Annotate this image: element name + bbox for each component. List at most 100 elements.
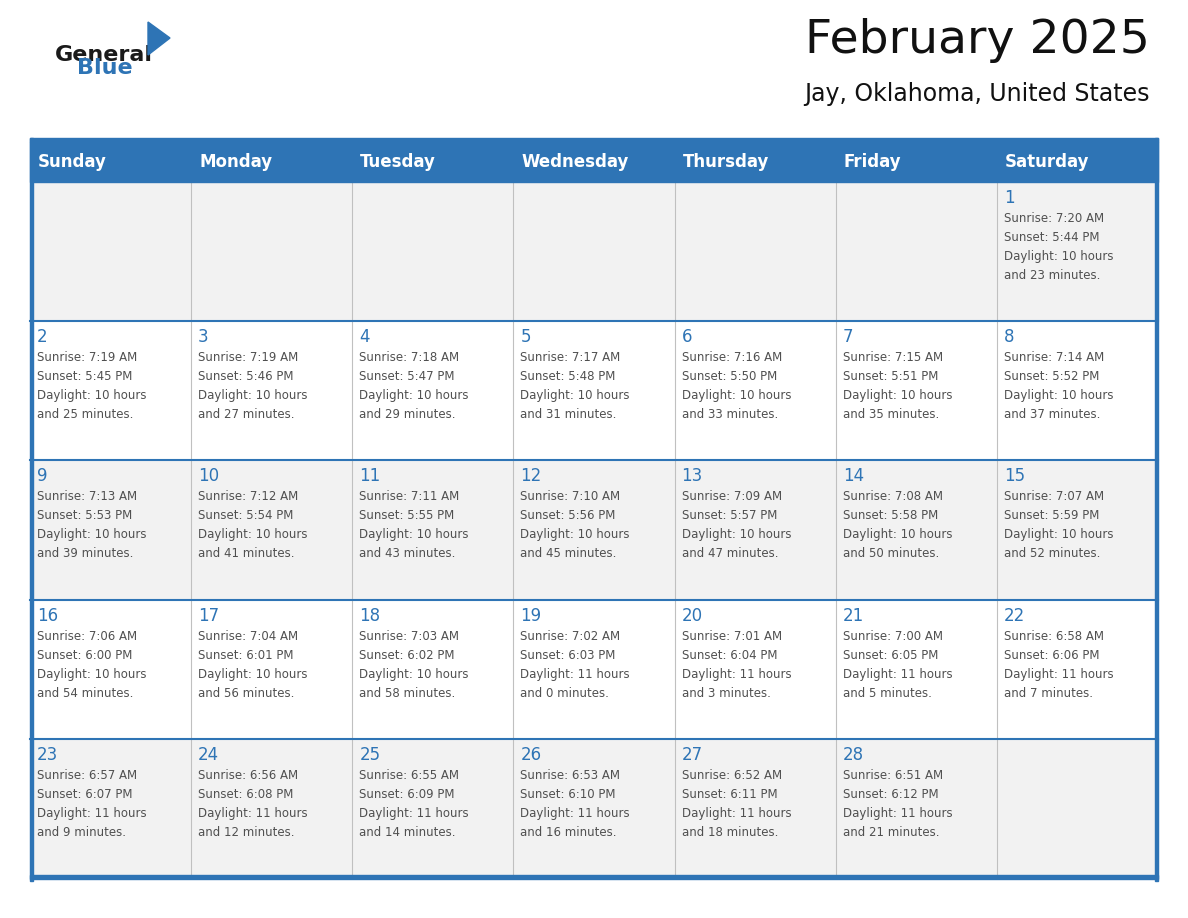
Text: Jay, Oklahoma, United States: Jay, Oklahoma, United States [804,82,1150,106]
Text: Sunrise: 7:11 AM: Sunrise: 7:11 AM [359,490,460,503]
Text: and 5 minutes.: and 5 minutes. [842,687,931,700]
Text: Sunrise: 7:00 AM: Sunrise: 7:00 AM [842,630,943,643]
Text: Sunrise: 6:51 AM: Sunrise: 6:51 AM [842,768,943,782]
Text: Sunset: 5:53 PM: Sunset: 5:53 PM [37,509,132,522]
Text: Sunset: 5:50 PM: Sunset: 5:50 PM [682,370,777,383]
Text: Daylight: 10 hours: Daylight: 10 hours [198,529,308,542]
Text: 4: 4 [359,329,369,346]
Text: Sunrise: 7:03 AM: Sunrise: 7:03 AM [359,630,460,643]
Bar [30,739,1158,878]
Bar [30,182,1158,321]
Text: General: General [55,45,153,65]
Text: Friday: Friday [843,153,902,171]
Text: and 50 minutes.: and 50 minutes. [842,547,939,560]
Text: 22: 22 [1004,607,1025,624]
Text: Daylight: 11 hours: Daylight: 11 hours [682,807,791,820]
Text: Sunset: 5:55 PM: Sunset: 5:55 PM [359,509,455,522]
Text: and 21 minutes.: and 21 minutes. [842,826,940,839]
Text: Monday: Monday [200,153,272,171]
Text: Sunset: 6:02 PM: Sunset: 6:02 PM [359,649,455,662]
Text: 16: 16 [37,607,58,624]
Text: Sunset: 5:59 PM: Sunset: 5:59 PM [1004,509,1099,522]
Bar [30,599,1158,739]
Text: and 41 minutes.: and 41 minutes. [198,547,295,560]
Text: Daylight: 10 hours: Daylight: 10 hours [1004,250,1113,263]
Text: Sunrise: 7:20 AM: Sunrise: 7:20 AM [1004,212,1104,225]
Text: Sunset: 6:04 PM: Sunset: 6:04 PM [682,649,777,662]
Text: Daylight: 11 hours: Daylight: 11 hours [842,667,953,680]
Text: Daylight: 11 hours: Daylight: 11 hours [842,807,953,820]
Text: 26: 26 [520,745,542,764]
Text: Daylight: 10 hours: Daylight: 10 hours [1004,529,1113,542]
Text: and 0 minutes.: and 0 minutes. [520,687,609,700]
Text: 5: 5 [520,329,531,346]
Text: Sunrise: 7:06 AM: Sunrise: 7:06 AM [37,630,137,643]
Text: and 23 minutes.: and 23 minutes. [1004,269,1100,282]
Text: and 25 minutes.: and 25 minutes. [37,409,133,421]
Text: Sunset: 5:44 PM: Sunset: 5:44 PM [1004,231,1099,244]
Text: Sunset: 6:05 PM: Sunset: 6:05 PM [842,649,939,662]
Text: Sunrise: 7:12 AM: Sunrise: 7:12 AM [198,490,298,503]
Text: Sunday: Sunday [38,153,107,171]
Text: 12: 12 [520,467,542,486]
Text: Sunset: 6:00 PM: Sunset: 6:00 PM [37,649,132,662]
Text: Blue: Blue [77,58,133,78]
Text: 20: 20 [682,607,702,624]
Text: and 52 minutes.: and 52 minutes. [1004,547,1100,560]
Text: Sunrise: 7:08 AM: Sunrise: 7:08 AM [842,490,943,503]
Text: Sunset: 5:58 PM: Sunset: 5:58 PM [842,509,939,522]
Text: Sunset: 5:45 PM: Sunset: 5:45 PM [37,370,132,383]
Text: and 7 minutes.: and 7 minutes. [1004,687,1093,700]
Text: Daylight: 11 hours: Daylight: 11 hours [520,667,630,680]
Text: 8: 8 [1004,329,1015,346]
Text: 10: 10 [198,467,220,486]
Text: Sunrise: 7:14 AM: Sunrise: 7:14 AM [1004,352,1104,364]
Text: and 12 minutes.: and 12 minutes. [198,826,295,839]
Text: 18: 18 [359,607,380,624]
Text: Sunset: 5:52 PM: Sunset: 5:52 PM [1004,370,1099,383]
Text: Sunset: 6:10 PM: Sunset: 6:10 PM [520,788,615,800]
Text: Daylight: 10 hours: Daylight: 10 hours [359,529,469,542]
Text: and 35 minutes.: and 35 minutes. [842,409,939,421]
Text: Sunrise: 6:53 AM: Sunrise: 6:53 AM [520,768,620,782]
Text: and 18 minutes.: and 18 minutes. [682,826,778,839]
Text: Daylight: 10 hours: Daylight: 10 hours [359,667,469,680]
Bar [30,461,1158,599]
Text: Daylight: 10 hours: Daylight: 10 hours [842,529,953,542]
Text: and 31 minutes.: and 31 minutes. [520,409,617,421]
Text: Daylight: 10 hours: Daylight: 10 hours [37,389,146,402]
Bar [30,138,33,881]
Text: 17: 17 [198,607,220,624]
Text: Sunset: 6:01 PM: Sunset: 6:01 PM [198,649,293,662]
Text: Sunset: 5:47 PM: Sunset: 5:47 PM [359,370,455,383]
Text: and 3 minutes.: and 3 minutes. [682,687,771,700]
Text: Sunrise: 7:17 AM: Sunrise: 7:17 AM [520,352,620,364]
Text: Sunrise: 7:18 AM: Sunrise: 7:18 AM [359,352,460,364]
Text: Daylight: 11 hours: Daylight: 11 hours [198,807,308,820]
Text: and 14 minutes.: and 14 minutes. [359,826,456,839]
Text: 25: 25 [359,745,380,764]
Text: Daylight: 10 hours: Daylight: 10 hours [842,389,953,402]
Text: Sunset: 6:06 PM: Sunset: 6:06 PM [1004,649,1099,662]
Text: and 54 minutes.: and 54 minutes. [37,687,133,700]
Text: 11: 11 [359,467,380,486]
Text: Daylight: 10 hours: Daylight: 10 hours [682,389,791,402]
Text: Sunrise: 7:01 AM: Sunrise: 7:01 AM [682,630,782,643]
Text: Sunset: 6:12 PM: Sunset: 6:12 PM [842,788,939,800]
Text: Sunrise: 7:15 AM: Sunrise: 7:15 AM [842,352,943,364]
Text: 24: 24 [198,745,220,764]
Text: Sunset: 5:57 PM: Sunset: 5:57 PM [682,509,777,522]
Text: Daylight: 11 hours: Daylight: 11 hours [682,667,791,680]
Text: and 29 minutes.: and 29 minutes. [359,409,456,421]
Text: 2: 2 [37,329,48,346]
Text: 6: 6 [682,329,693,346]
Text: Sunrise: 7:09 AM: Sunrise: 7:09 AM [682,490,782,503]
Text: Daylight: 10 hours: Daylight: 10 hours [1004,389,1113,402]
Text: and 9 minutes.: and 9 minutes. [37,826,126,839]
Text: Daylight: 10 hours: Daylight: 10 hours [198,389,308,402]
Text: 1: 1 [1004,189,1015,207]
Text: 13: 13 [682,467,703,486]
Text: and 58 minutes.: and 58 minutes. [359,687,455,700]
Text: 15: 15 [1004,467,1025,486]
Text: and 16 minutes.: and 16 minutes. [520,826,617,839]
